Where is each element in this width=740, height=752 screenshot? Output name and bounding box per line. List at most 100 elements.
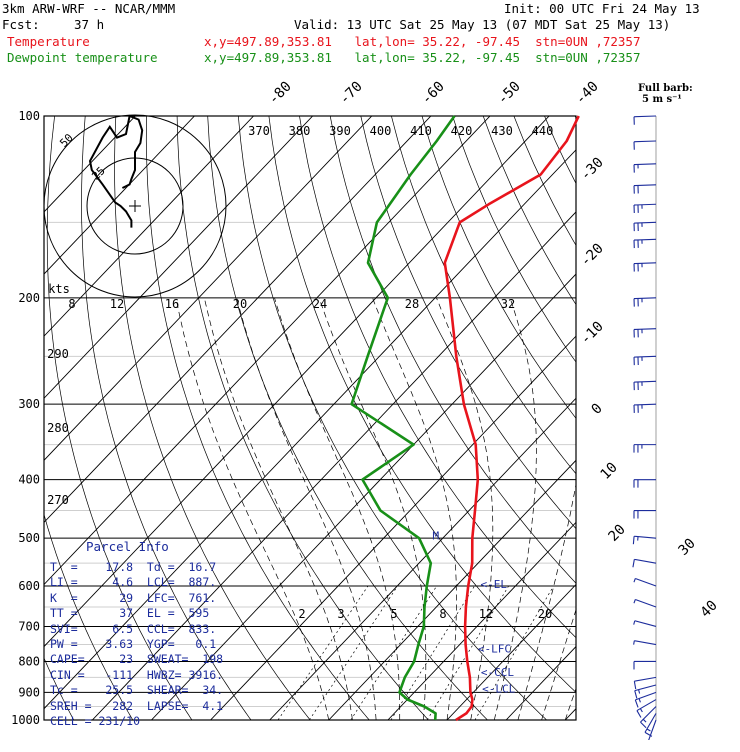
wind-barb (634, 621, 656, 627)
mixing-ratio-label: 12 (479, 607, 493, 621)
pressure-tick-label: 200 (18, 291, 40, 305)
parcel-info-row: TT = 37 EL = 595 (50, 606, 209, 621)
scale-label: 24 (313, 297, 327, 311)
pressure-tick-label: 500 (18, 531, 40, 545)
dewpoint-location: x,y=497.89,353.81 lat,lon= 35.22, -97.45… (204, 51, 641, 65)
pressure-tick-label: 600 (18, 579, 40, 593)
isotherm-label: 10 (598, 460, 621, 483)
wind-barb-flag (635, 691, 637, 699)
theta-label: 390 (329, 124, 351, 138)
isotherm (329, 116, 740, 720)
fcst-label: Fcst: (2, 18, 40, 32)
isotherm-label: -20 (578, 241, 607, 270)
wind-barb-staff (634, 329, 656, 330)
theta-label: 410 (410, 124, 432, 138)
wind-barb-staff (635, 621, 656, 627)
theta-label: 370 (248, 124, 270, 138)
wind-barb-staff (634, 677, 656, 681)
mixing-ratio-label: 2 (298, 607, 305, 621)
pressure-tick-label: 900 (18, 685, 40, 699)
mixing-ratio-label: 3 (337, 607, 344, 621)
legend-temperature: Temperature (7, 35, 90, 49)
scale-label: 12 (110, 297, 124, 311)
isotherm-label: -10 (578, 319, 607, 348)
isotherm-label: -50 (495, 79, 524, 108)
isotherm (270, 116, 740, 720)
barb-legend-units: 5 m s⁻¹ (642, 95, 682, 105)
isotherm-label: -40 (573, 79, 602, 108)
theta-low-label: 270 (47, 493, 69, 507)
wind-barb-staff (634, 222, 656, 223)
wind-barb (634, 204, 656, 213)
wind-barb-flag (637, 711, 641, 718)
wind-barb (634, 599, 656, 607)
mixing-ratio-label: 5 (390, 607, 397, 621)
wind-barb-staff (634, 356, 656, 357)
wind-barb-half-flag (639, 699, 640, 703)
wind-barb (634, 578, 656, 586)
dry-adiabat (575, 116, 740, 733)
theta-low-label: 290 (47, 347, 69, 361)
wind-barb (634, 661, 656, 669)
parcel-marker-label: <-LFC (478, 642, 511, 655)
wind-barb (634, 480, 656, 488)
wind-barb (634, 356, 656, 365)
isotherm (388, 116, 740, 720)
isotherm-label: 20 (606, 522, 629, 545)
valid-time: Valid: 13 UTC Sat 25 May 13 (07 MDT Sat … (294, 18, 670, 32)
mixing-ratio-label: 8 (439, 607, 446, 621)
wind-barb (634, 222, 656, 231)
pressure-tick-label: 800 (18, 654, 40, 668)
parcel-info-row: PW = 3.63 YGP= 0.1 (50, 637, 216, 652)
parcel-info-row: CELL = 231/10 (50, 714, 140, 729)
wind-barb (633, 536, 656, 544)
pressure-tick-label: 100 (18, 109, 40, 123)
wind-barb-half-flag (643, 719, 646, 722)
wind-barb-half-flag (634, 599, 635, 603)
isotherm (151, 116, 726, 720)
parcel-info-row: SVI= 6.5 CCL= 833. (50, 622, 216, 637)
isotherm-label: -70 (337, 79, 366, 108)
theta-label: 380 (289, 124, 311, 138)
parcel-info-row: CIN = -111 HWBZ= 3916. (50, 668, 223, 683)
temperature-location: x,y=497.89,353.81 lat,lon= 35.22, -97.45… (204, 35, 641, 49)
init-time: Init: 00 UTC Fri 24 May 13 (504, 2, 700, 16)
dry-adiabat (667, 116, 740, 733)
parcel-info-row: SREH = 282 LAPSE= 4.1 (50, 699, 223, 714)
wind-barb (634, 445, 656, 453)
wind-barb-staff (634, 404, 656, 405)
wind-barb (634, 404, 656, 413)
scale-label: 16 (165, 297, 179, 311)
dry-adiabat (361, 116, 740, 733)
wind-barb (634, 141, 656, 150)
wind-barb (634, 641, 656, 645)
wind-barb (634, 381, 656, 390)
wind-barb (633, 559, 656, 567)
isotherm (565, 116, 740, 720)
dry-adiabat (483, 116, 740, 733)
wind-barb (634, 185, 656, 194)
parcel-info-row: K = 29 LFC= 761. (50, 591, 216, 606)
scale-label: 20 (233, 297, 247, 311)
wind-barb-flag (633, 536, 634, 544)
wind-barb-staff (634, 239, 656, 240)
parcel-info-row: T = 17.8 Td = 16.7 (50, 560, 216, 575)
wind-barb-staff (635, 578, 656, 586)
wind-barb-staff (635, 685, 656, 691)
wind-barb-flag (640, 722, 646, 728)
scale-label: 32 (501, 297, 515, 311)
dry-adiabat (453, 116, 740, 733)
wind-barb (634, 298, 656, 307)
parcel-info-title: Parcel Info (86, 539, 169, 554)
parcel-marker-label: <-LCL (482, 683, 515, 696)
isotherm-label: -80 (266, 79, 295, 108)
wind-barb-half-flag (634, 621, 635, 625)
dry-adiabat (300, 116, 681, 733)
parcel-info-panel: Parcel Info T = 17.8 Td = 16.7 LI = 4.6 … (44, 536, 234, 732)
wind-barb (634, 164, 656, 173)
isotherm-label: 30 (676, 536, 699, 559)
pressure-tick-label: 300 (18, 397, 40, 411)
isotherm (211, 116, 740, 720)
scale-label: kts (48, 282, 70, 296)
parcel-marker-label: <-CCL (481, 666, 514, 679)
